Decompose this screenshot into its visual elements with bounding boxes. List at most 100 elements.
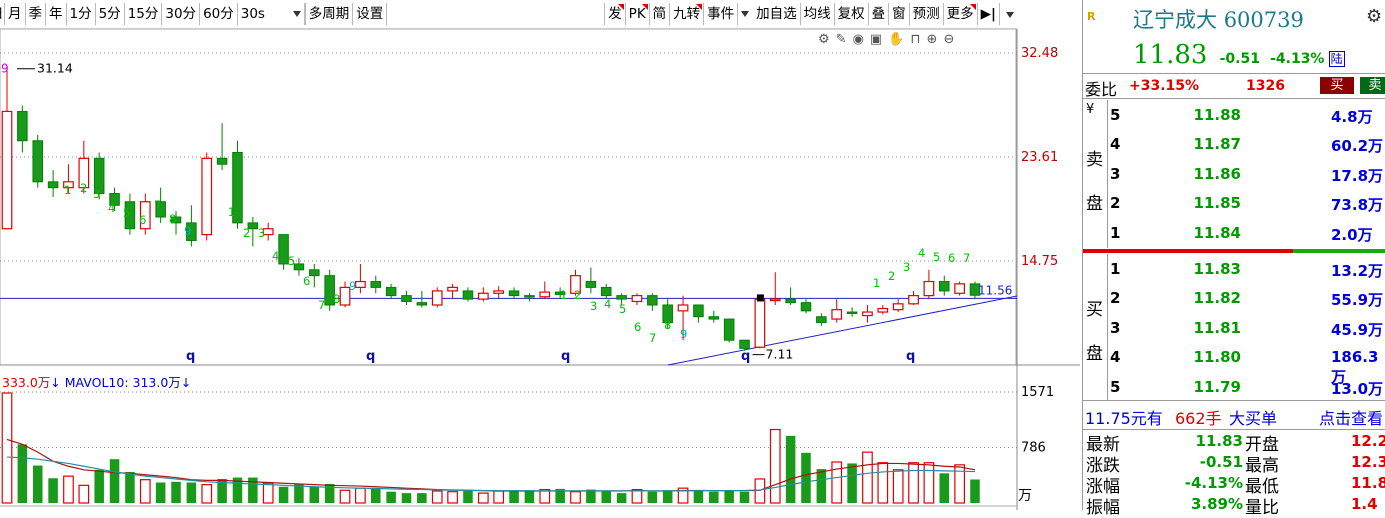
toolbar-button-5[interactable]: 加自选	[753, 3, 801, 25]
nine-turn-label: 9	[349, 279, 356, 293]
candle-body	[892, 303, 904, 311]
toolbar-button-4[interactable]: 事件	[704, 3, 739, 25]
candle	[662, 299, 673, 329]
candle	[47, 170, 59, 198]
nine-turn-label: 3	[258, 226, 265, 240]
toolbar-button-9[interactable]: 窗	[889, 3, 910, 25]
candle	[1, 68, 13, 230]
period-button-4[interactable]: 1分	[67, 3, 96, 25]
price-row: 11.83 -0.51 -4.13% 陆	[1133, 40, 1345, 70]
price-axis-label: 32.48	[1021, 46, 1058, 61]
candle	[723, 318, 735, 343]
candle-body	[232, 151, 243, 224]
candle	[785, 287, 796, 305]
expand-icon[interactable]: ▶|	[978, 3, 1000, 25]
toolbox-icon[interactable]: ▣	[869, 32, 883, 47]
candle	[278, 234, 289, 270]
toolbar-button-3[interactable]: 九转	[670, 3, 705, 25]
volume-bar	[417, 493, 427, 503]
draw-pen-icon[interactable]: ✎	[835, 32, 847, 47]
buy-button[interactable]: 买	[1320, 77, 1354, 94]
current-price-label: 11.56	[978, 283, 1012, 297]
candle	[232, 140, 243, 229]
volume-bar	[908, 462, 919, 504]
period-button-3[interactable]: 年	[46, 3, 67, 25]
volume-bar	[309, 486, 320, 503]
volume-bar	[477, 492, 489, 504]
candle-body	[431, 290, 443, 306]
candle	[339, 281, 351, 308]
candle	[585, 267, 597, 294]
candle	[754, 297, 766, 349]
period-select[interactable]: 30s	[238, 3, 305, 25]
sell-price: 11.88	[1193, 106, 1241, 124]
toolbar-button-1[interactable]: PK	[626, 3, 650, 25]
candle	[370, 275, 382, 294]
period-button-1[interactable]: 月	[5, 3, 26, 25]
multi-period-button[interactable]: 多周期	[304, 3, 354, 25]
candle-body	[170, 216, 182, 224]
sell-volume: 2.0万	[1331, 225, 1373, 244]
period-button-0[interactable]: 日	[0, 3, 5, 25]
toolbar-button-2[interactable]: 简	[650, 3, 671, 25]
gear-icon[interactable]: ⚙	[1366, 6, 1383, 27]
candle-body	[631, 295, 643, 303]
toolbar-menu-icon[interactable]	[1000, 3, 1017, 25]
mavol-value: MAVOL10: 313.0万	[64, 375, 181, 390]
buy-ratio-bar	[1293, 249, 1385, 253]
candle-body	[385, 286, 397, 297]
volume-bar	[524, 490, 535, 503]
volume-bar	[555, 488, 565, 503]
candle	[247, 217, 259, 247]
volume-axis-label: 786	[1021, 440, 1046, 455]
big-order-link[interactable]: 点击查看	[1319, 409, 1384, 428]
volume-bar	[1, 392, 13, 504]
settings-gear-icon[interactable]: ⚙	[818, 32, 830, 47]
candle	[831, 299, 843, 323]
toolbar-button-10[interactable]: 预测	[910, 3, 944, 25]
nine-turn-label: 7	[318, 298, 325, 312]
period-button-2[interactable]: 季	[26, 3, 46, 25]
volume-bar	[785, 435, 796, 503]
toolbar-button-6[interactable]: 均线	[801, 3, 835, 25]
period-button-7[interactable]: 30分	[162, 3, 201, 25]
nine-turn-label: 5	[619, 302, 626, 316]
eye-icon[interactable]: ◉	[852, 32, 864, 47]
period-button-6[interactable]: 15分	[125, 3, 163, 25]
buy-level-row: 4 11.80 186.3万	[1083, 344, 1385, 386]
buy-level: 4	[1110, 348, 1121, 367]
sell-level-row: 1 11.84 2.0万	[1083, 220, 1385, 246]
event-dropdown-icon[interactable]	[741, 11, 750, 17]
candle	[862, 304, 873, 323]
candle-body	[1, 110, 13, 230]
volume-bar	[431, 490, 443, 504]
sell-volume: 17.8万	[1331, 166, 1384, 185]
period-button-8[interactable]: 60分	[200, 3, 238, 25]
nine-turn-label: 2	[888, 269, 895, 283]
buy-level: 1	[1110, 260, 1121, 278]
period-button-5[interactable]: 5分	[96, 3, 125, 25]
toolbar-button-0[interactable]: 发	[604, 3, 626, 25]
mavol-arrow-icon: ↓	[180, 375, 192, 390]
sell-level-row: 2 11.85 73.8万	[1083, 190, 1385, 216]
lock-icon[interactable]: ⊓	[910, 32, 921, 47]
mavol10-line	[6, 456, 976, 492]
sell-ratio-bar	[1083, 249, 1293, 253]
nine-turn-label: 4	[604, 297, 611, 311]
sell-button[interactable]: 卖	[1360, 77, 1385, 94]
candle	[401, 290, 412, 305]
zoom-out-icon[interactable]: ⊖	[943, 32, 955, 47]
zoom-in-icon[interactable]: ⊕	[926, 32, 938, 47]
candle-body	[677, 304, 689, 312]
chart-grid	[0, 29, 1080, 510]
toolbar-button-7[interactable]: 复权	[835, 3, 869, 25]
candle-body	[831, 309, 843, 320]
toolbar-button-11[interactable]: 更多	[944, 3, 978, 25]
hand-pan-icon[interactable]: ✋	[888, 32, 905, 47]
settings-button[interactable]: 设置	[353, 3, 388, 25]
candle	[677, 295, 689, 341]
volume-bar	[739, 491, 750, 503]
toolbar-button-8[interactable]: 叠	[869, 3, 890, 25]
volume-bar	[48, 478, 58, 503]
